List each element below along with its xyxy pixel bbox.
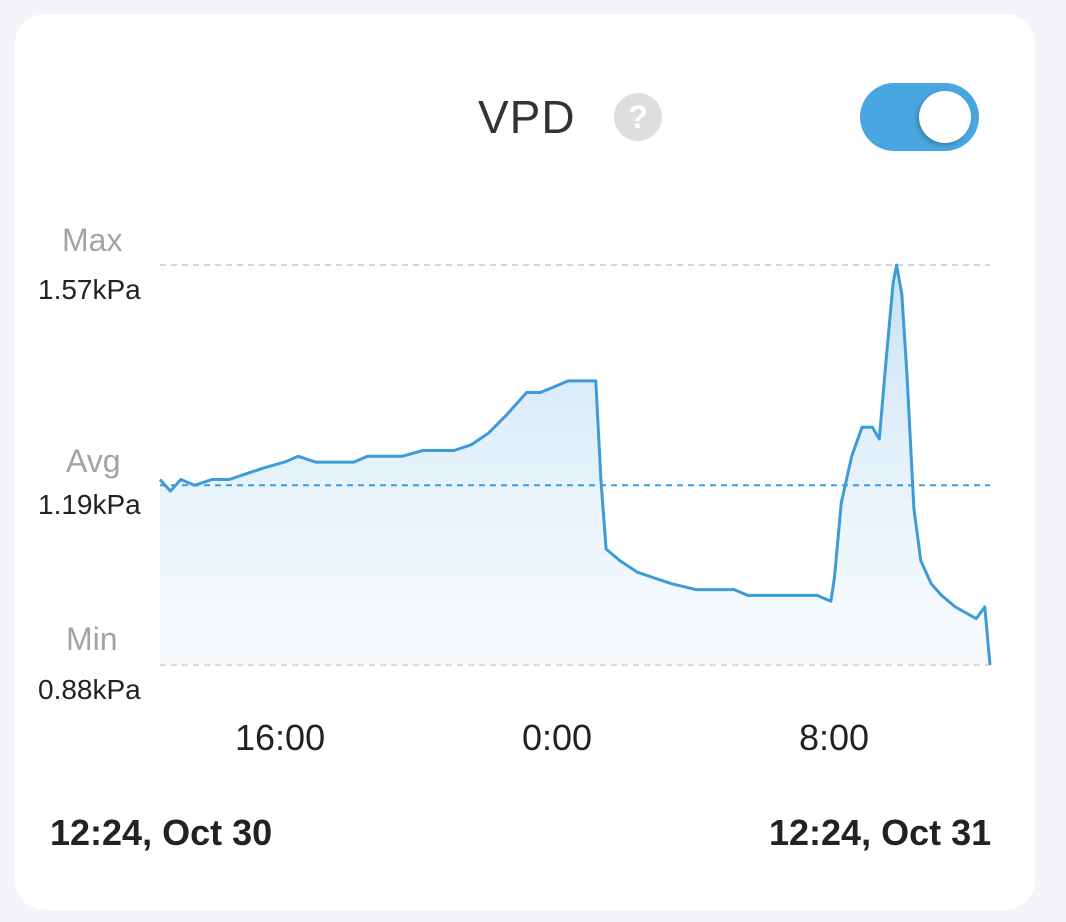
range-start-label: 12:24, Oct 30 <box>50 812 273 853</box>
max-value: 1.57kPa <box>38 274 141 305</box>
x-tick-label: 8:00 <box>799 717 870 758</box>
avg-label: Avg <box>66 443 121 479</box>
vpd-series-line <box>158 263 992 666</box>
avg-value: 1.19kPa <box>38 489 141 520</box>
help-icon[interactable]: ? <box>614 93 662 141</box>
range-end-label: 12:24, Oct 31 <box>769 812 992 853</box>
max-label: Max <box>62 222 123 258</box>
x-tick-label: 16:00 <box>235 717 326 758</box>
vpd-area-fill <box>160 265 990 665</box>
toggle-knob <box>919 91 971 143</box>
chart-title: VPD <box>478 91 576 143</box>
min-label: Min <box>66 621 118 657</box>
min-value: 0.88kPa <box>38 674 141 705</box>
x-tick-label: 0:00 <box>522 717 593 758</box>
vpd-toggle[interactable] <box>860 83 979 151</box>
